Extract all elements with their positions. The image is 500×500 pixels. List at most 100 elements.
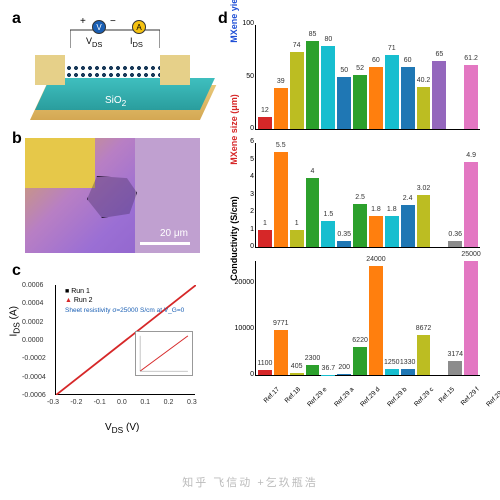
- ids-label: IDS: [130, 36, 143, 49]
- bar-value: 36.7: [322, 365, 336, 372]
- device-3d: SiO2 V A + − VDS IDS: [30, 20, 200, 120]
- bar-value: 74: [293, 42, 301, 49]
- bar: 85: [306, 41, 320, 129]
- panel-d-barcharts: MXene yield (wt%) 050100 123974858050526…: [225, 15, 485, 435]
- ytick: 0.0006: [22, 282, 43, 289]
- bar-value: 1250: [384, 359, 400, 366]
- bar-value: 3.02: [417, 185, 431, 192]
- source-electrode: [35, 55, 65, 85]
- category-labels: Ref.17Ref.18Ref.29 eRef.29 aRef.29 dRef.…: [255, 378, 480, 385]
- xtick: 0.1: [140, 399, 150, 406]
- ytick: 50: [234, 73, 254, 80]
- ytick: 0.0002: [22, 319, 43, 326]
- ytick: 20000: [234, 279, 254, 286]
- panel-c-iv-plot: ■ Run 1 ▲ Run 2 Sheet resistivity σ=2500…: [20, 275, 205, 430]
- bar: 25000: [464, 261, 478, 375]
- sio2-label: SiO2: [105, 95, 126, 108]
- bar: 1100: [258, 370, 272, 375]
- bar-value: 8672: [416, 325, 432, 332]
- bar-value: 3174: [447, 351, 463, 358]
- voltage-meter-icon: V: [92, 20, 106, 34]
- category-label: Ref.29 b: [386, 386, 408, 408]
- bar: 0.36: [448, 241, 462, 247]
- bar: 65: [432, 61, 446, 129]
- bar-value: 65: [435, 51, 443, 58]
- ytick: 5: [234, 156, 254, 163]
- bar-value: 1.8: [371, 206, 381, 213]
- bar-value: 80: [324, 36, 332, 43]
- category-label: Ref.29 e: [307, 386, 329, 408]
- category-label: Ref.29 g: [485, 386, 500, 408]
- bar: 200: [337, 374, 351, 375]
- panel-a-device-schematic: SiO2 V A + − VDS IDS: [30, 20, 200, 120]
- bar: 52: [353, 75, 367, 129]
- bar-value: 1330: [400, 359, 416, 366]
- scalebar: [140, 242, 190, 245]
- gold-contact-left: [25, 138, 95, 188]
- bar: 0.35: [337, 241, 351, 247]
- bar-value: 5.5: [276, 142, 286, 149]
- bar-value: 1.5: [323, 211, 333, 218]
- bar: 1.8: [369, 216, 383, 247]
- bar-value: 405: [291, 363, 303, 370]
- cond-ylabel: Conductivity (S/cm): [229, 196, 239, 281]
- mxene-flake: [87, 176, 137, 218]
- ytick: 10000: [234, 325, 254, 332]
- figure: a b c d SiO2 V A + − VDS IDS 20 μm: [0, 0, 500, 500]
- bar: 3.02: [417, 195, 431, 247]
- bar: 4.9: [464, 162, 478, 247]
- ytick: -0.0004: [22, 374, 46, 381]
- bar: 1: [290, 230, 304, 247]
- bar-value: 2300: [305, 355, 321, 362]
- current-meter-icon: A: [132, 20, 146, 34]
- bar: 74: [290, 52, 304, 129]
- xtick: 0.2: [164, 399, 174, 406]
- bar: 60: [401, 67, 415, 129]
- bar-value: 9771: [273, 320, 289, 327]
- xtick: -0.3: [47, 399, 59, 406]
- bar-value: 52: [356, 65, 364, 72]
- bar: 405: [290, 373, 304, 375]
- sheet-resistivity-note: Sheet resistivity σ=25000 S/cm at V_G=0: [65, 307, 184, 315]
- bar-value: 60: [404, 57, 412, 64]
- plus-terminal: +: [80, 16, 86, 27]
- bar-value: 50: [340, 67, 348, 74]
- cond-bars: 11009771405230036.7200622024000125013308…: [256, 261, 480, 375]
- xtick: 0.0: [117, 399, 127, 406]
- bar-value: 12: [261, 107, 269, 114]
- vds-label: VDS: [86, 36, 102, 49]
- category-label: Ref.18: [284, 386, 302, 404]
- bar-value: 25000: [461, 251, 480, 258]
- bar: 39: [274, 88, 288, 129]
- xtick: 0.3: [187, 399, 197, 406]
- iv-ylabel: IDS (A): [9, 306, 22, 336]
- bar-value: 1100: [257, 360, 272, 367]
- ytick: 0.0000: [22, 337, 43, 344]
- size-bars: 15.5141.50.352.51.81.82.43.020.364.9: [256, 143, 480, 247]
- bar-value: 4: [311, 168, 315, 175]
- bar-value: 4.9: [466, 152, 476, 159]
- minus-terminal: −: [110, 16, 116, 27]
- ytick: -0.0002: [22, 355, 46, 362]
- bar: 12: [258, 117, 272, 129]
- bar-value: 2.4: [403, 195, 413, 202]
- category-label: Ref.29 c: [413, 386, 435, 408]
- size-ylabel: MXene size (μm): [229, 94, 239, 165]
- bar: 71: [385, 55, 399, 129]
- iv-inset: [135, 331, 193, 376]
- bar-value: 60: [372, 57, 380, 64]
- bar-value: 71: [388, 45, 396, 52]
- bar: 8672: [417, 335, 431, 375]
- xtick: -0.2: [70, 399, 82, 406]
- bar: 1.8: [385, 216, 399, 247]
- bar: 6220: [353, 347, 367, 375]
- iv-legend: ■ Run 1 ▲ Run 2 Sheet resistivity σ=2500…: [65, 287, 184, 316]
- ytick: 0: [234, 371, 254, 378]
- category-label: Ref.29 a: [333, 386, 355, 408]
- bar-value: 2.5: [355, 194, 365, 201]
- bar-value: 1: [263, 220, 267, 227]
- yield-bars: 1239748580505260716040.26561.2: [256, 25, 480, 129]
- bar-value: 24000: [366, 256, 385, 263]
- size-chart: MXene size (μm) 0123456 15.5141.50.352.5…: [255, 143, 480, 248]
- bar-value: 0.35: [337, 231, 351, 238]
